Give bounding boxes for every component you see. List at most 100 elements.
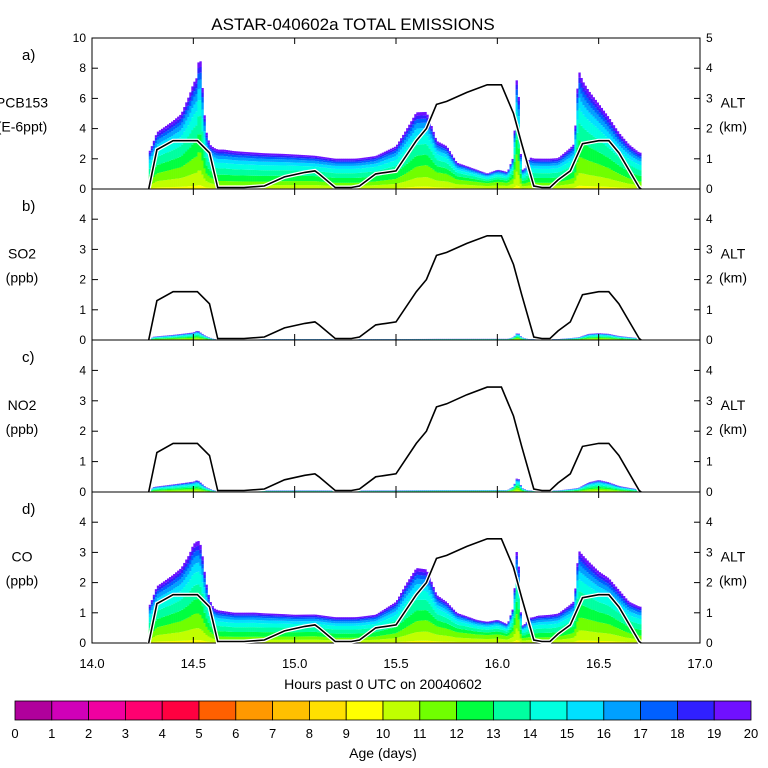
- age-band-segment: [266, 175, 269, 182]
- age-band-segment: [513, 187, 516, 189]
- age-band-segment: [592, 110, 595, 117]
- age-band-segment: [256, 158, 259, 162]
- age-band-segment: [278, 185, 281, 189]
- age-band-segment: [160, 172, 164, 181]
- age-band-segment: [351, 160, 354, 162]
- age-band-segment: [552, 158, 555, 160]
- age-band-segment: [300, 156, 304, 159]
- age-band-segment: [416, 112, 419, 116]
- age-band-segment: [639, 181, 642, 186]
- age-band-segment: [385, 152, 389, 155]
- age-band-segment: [302, 185, 306, 189]
- age-band-segment: [268, 185, 271, 189]
- age-band-segment: [594, 137, 597, 151]
- age-band-segment: [454, 166, 458, 169]
- age-band-segment: [631, 156, 634, 161]
- age-band-segment: [487, 177, 490, 180]
- age-band-segment: [517, 96, 520, 101]
- age-band-segment: [625, 148, 628, 152]
- age-band-segment: [177, 147, 180, 158]
- age-band-segment: [625, 145, 628, 149]
- age-band-segment: [596, 186, 599, 189]
- age-band-segment: [513, 338, 516, 339]
- age-band-segment: [618, 174, 622, 182]
- age-band-segment: [444, 181, 447, 188]
- age-band-segment: [181, 118, 184, 123]
- age-band-segment: [610, 187, 614, 189]
- age-band-segment: [252, 154, 255, 157]
- age-band-segment: [398, 141, 401, 144]
- age-band-segment: [493, 174, 496, 176]
- age-band-segment: [513, 169, 516, 180]
- age-band-segment: [337, 182, 340, 186]
- age-band-segment: [436, 160, 439, 167]
- age-band-segment: [310, 170, 314, 177]
- age-band-segment: [408, 130, 411, 135]
- age-band-segment: [203, 125, 206, 132]
- age-band-segment: [416, 123, 419, 129]
- age-band-segment: [489, 176, 492, 179]
- age-band-segment: [179, 178, 182, 187]
- age-band-segment: [181, 335, 184, 337]
- age-band-segment: [152, 338, 156, 340]
- age-band-segment: [450, 155, 454, 158]
- age-band-segment: [333, 177, 336, 183]
- age-band-segment: [509, 167, 512, 170]
- age-band-segment: [246, 155, 249, 158]
- age-band-segment: [552, 163, 555, 166]
- y2-tick-label: 2: [706, 122, 713, 136]
- age-band-segment: [452, 160, 456, 162]
- age-band-segment: [298, 154, 302, 157]
- age-band-segment: [231, 169, 235, 176]
- age-band-segment: [552, 172, 555, 178]
- age-band-segment: [468, 181, 472, 186]
- age-band-segment: [430, 168, 433, 179]
- age-band-segment: [493, 185, 496, 189]
- age-band-segment: [268, 165, 271, 171]
- age-band-segment: [606, 122, 610, 127]
- age-band-segment: [448, 151, 452, 153]
- age-band-segment: [333, 161, 336, 164]
- age-band-segment: [416, 186, 419, 189]
- age-band-segment: [629, 183, 632, 188]
- age-band-segment: [191, 337, 194, 339]
- age-band-segment: [499, 171, 502, 172]
- age-band-segment: [193, 333, 196, 334]
- age-band-segment: [475, 170, 478, 172]
- age-band-segment: [458, 164, 462, 166]
- age-band-segment: [450, 158, 454, 162]
- age-band-segment: [491, 172, 494, 174]
- age-band-segment: [625, 169, 628, 178]
- age-band-segment: [347, 160, 350, 162]
- age-band-segment: [268, 153, 271, 156]
- age-band-segment: [543, 182, 547, 186]
- age-band-segment: [385, 184, 389, 189]
- age-band-segment: [393, 160, 397, 167]
- age-band-segment: [456, 164, 460, 166]
- age-band-segment: [154, 187, 158, 189]
- age-band-segment: [523, 186, 527, 189]
- age-band-segment: [412, 117, 415, 121]
- age-band-segment: [539, 168, 543, 174]
- age-band-segment: [229, 150, 233, 153]
- age-band-segment: [414, 146, 417, 157]
- age-band-segment: [491, 182, 494, 186]
- figure-title: ASTAR-040602a TOTAL EMISSIONS: [211, 15, 494, 34]
- age-band-segment: [361, 172, 364, 178]
- age-band-segment: [406, 172, 409, 181]
- age-band-segment: [515, 337, 518, 339]
- age-band-segment: [507, 177, 510, 180]
- age-band-segment: [387, 155, 391, 159]
- age-band-segment: [189, 112, 192, 122]
- age-band-segment: [422, 144, 425, 155]
- age-band-segment: [379, 175, 383, 181]
- age-band-segment: [252, 152, 255, 155]
- age-band-segment: [507, 173, 510, 175]
- age-band-segment: [402, 175, 405, 183]
- age-band-segment: [373, 156, 377, 158]
- age-band-segment: [252, 169, 255, 176]
- age-band-segment: [296, 162, 300, 166]
- age-band-segment: [197, 100, 200, 117]
- age-band-segment: [570, 146, 573, 149]
- y2-tick-label: 4: [706, 61, 713, 75]
